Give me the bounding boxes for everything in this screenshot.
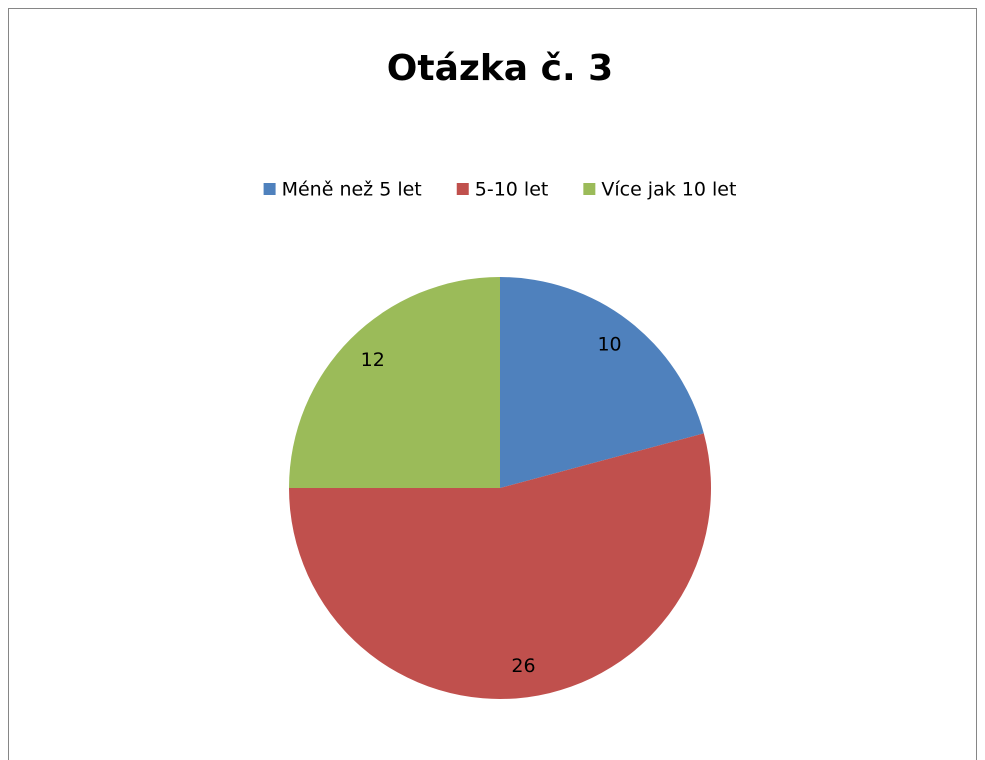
legend-label: Méně než 5 let bbox=[282, 179, 422, 201]
chart-title: Otázka č. 3 bbox=[387, 48, 613, 89]
legend-swatch bbox=[263, 183, 276, 195]
pie-slice bbox=[289, 433, 711, 699]
legend-swatch bbox=[456, 183, 469, 195]
value-label: 26 bbox=[511, 655, 535, 677]
value-label: 12 bbox=[361, 349, 385, 371]
legend-label: Více jak 10 let bbox=[601, 179, 736, 201]
pie-slice bbox=[500, 277, 704, 488]
legend-label: 5-10 let bbox=[475, 179, 549, 201]
pie-slice bbox=[289, 277, 500, 488]
value-label: 10 bbox=[597, 334, 621, 356]
legend-swatch bbox=[583, 183, 596, 195]
